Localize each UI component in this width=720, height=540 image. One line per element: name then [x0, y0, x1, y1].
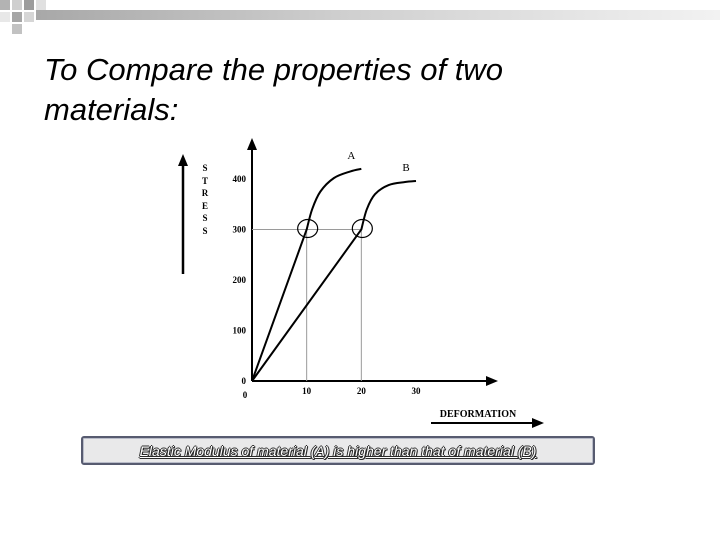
y-tick-label: 200: [233, 275, 247, 285]
decorative-header-band: [36, 10, 720, 20]
y-axis-title-letter: T: [201, 175, 208, 186]
y-axis-title-letter: S: [202, 213, 208, 224]
caption-box: Elastic Modulus of material (A) is highe…: [81, 436, 595, 465]
x-tick-label: 20: [357, 386, 367, 396]
series-a-label: A: [347, 150, 355, 162]
y-tick-label: 300: [233, 225, 247, 235]
slide-title: To Compare the properties of two materia…: [44, 52, 503, 127]
y-axis-title-letter: S: [202, 225, 208, 236]
y-tick-label: 0: [242, 376, 247, 386]
x-origin-label: 0: [243, 390, 248, 400]
y-tick-label: 100: [233, 326, 247, 336]
y-axis-title-letter: S: [202, 163, 208, 173]
y-axis-title-letter: R: [201, 188, 209, 199]
x-tick-label: 30: [412, 386, 422, 396]
chart-axes: [178, 138, 544, 428]
x-axis-arrowhead: [486, 376, 498, 386]
series-b-label: B: [402, 162, 409, 174]
stress-label-arrowhead: [178, 154, 188, 166]
x-axis-title: DEFORMATION: [440, 409, 517, 420]
y-tick-label: 400: [233, 174, 247, 184]
decorative-squares-icon: [0, 0, 46, 34]
proportional-limit-marker-a: [297, 218, 319, 239]
proportional-limit-marker-b: [351, 218, 373, 239]
caption-text: Elastic Modulus of material (A) is highe…: [139, 442, 537, 459]
series-b-line: [251, 180, 417, 382]
deformation-label-arrowhead: [532, 418, 544, 428]
x-tick-label: 10: [302, 386, 312, 396]
y-axis-title-letter: E: [201, 200, 208, 211]
series-a-line: [251, 167, 362, 382]
y-axis-arrowhead: [247, 138, 257, 150]
